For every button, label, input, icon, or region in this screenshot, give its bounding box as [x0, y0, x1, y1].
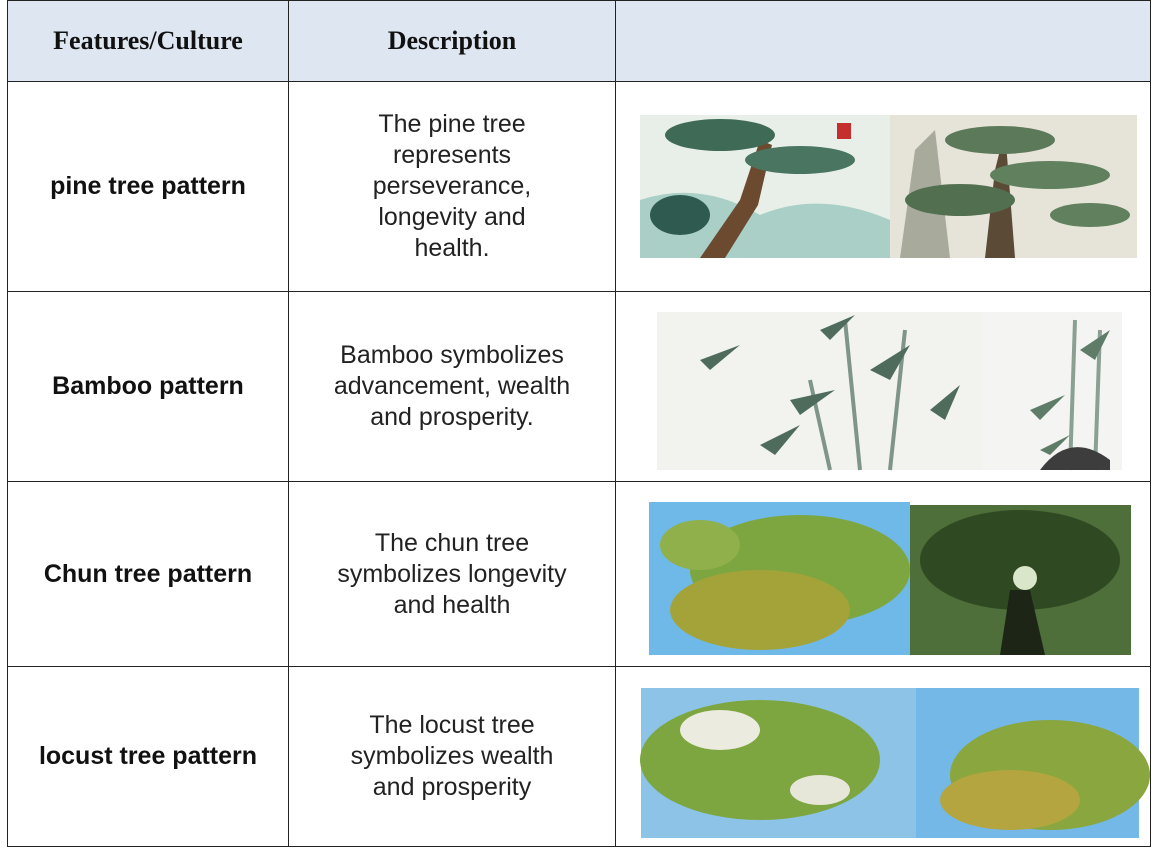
feature-cell: Chun tree pattern — [7, 481, 289, 667]
description: Bamboo symbolizes advancement, wealth an… — [333, 341, 571, 431]
description: The locust tree symbolizes wealth and pr… — [350, 711, 554, 801]
pine-image — [640, 115, 890, 258]
description-cell: The locust tree symbolizes wealth and pr… — [288, 666, 616, 847]
locust-image — [640, 688, 916, 838]
pine-image — [890, 115, 1137, 258]
header-row: Features/Culture Description — [7, 0, 1151, 82]
description-cell: The pine tree represents perseverance, l… — [288, 81, 616, 292]
chun-image — [910, 505, 1131, 655]
description: The pine tree represents perseverance, l… — [372, 110, 532, 262]
feature-cell: locust tree pattern — [7, 666, 289, 847]
header-cell: Description — [288, 0, 616, 82]
description: The chun tree symbolizes longevity and h… — [337, 528, 567, 619]
bamboo-image — [982, 312, 1122, 471]
description-cell: Bamboo symbolizes advancement, wealth an… — [288, 291, 616, 482]
bamboo-image — [657, 312, 982, 471]
chun-image — [649, 502, 910, 655]
description-cell: The chun tree symbolizes longevity and h… — [288, 481, 616, 667]
locust-image — [916, 688, 1150, 838]
feature-cell: Bamboo pattern — [7, 291, 289, 482]
header-cell: Features/Culture — [7, 0, 289, 82]
